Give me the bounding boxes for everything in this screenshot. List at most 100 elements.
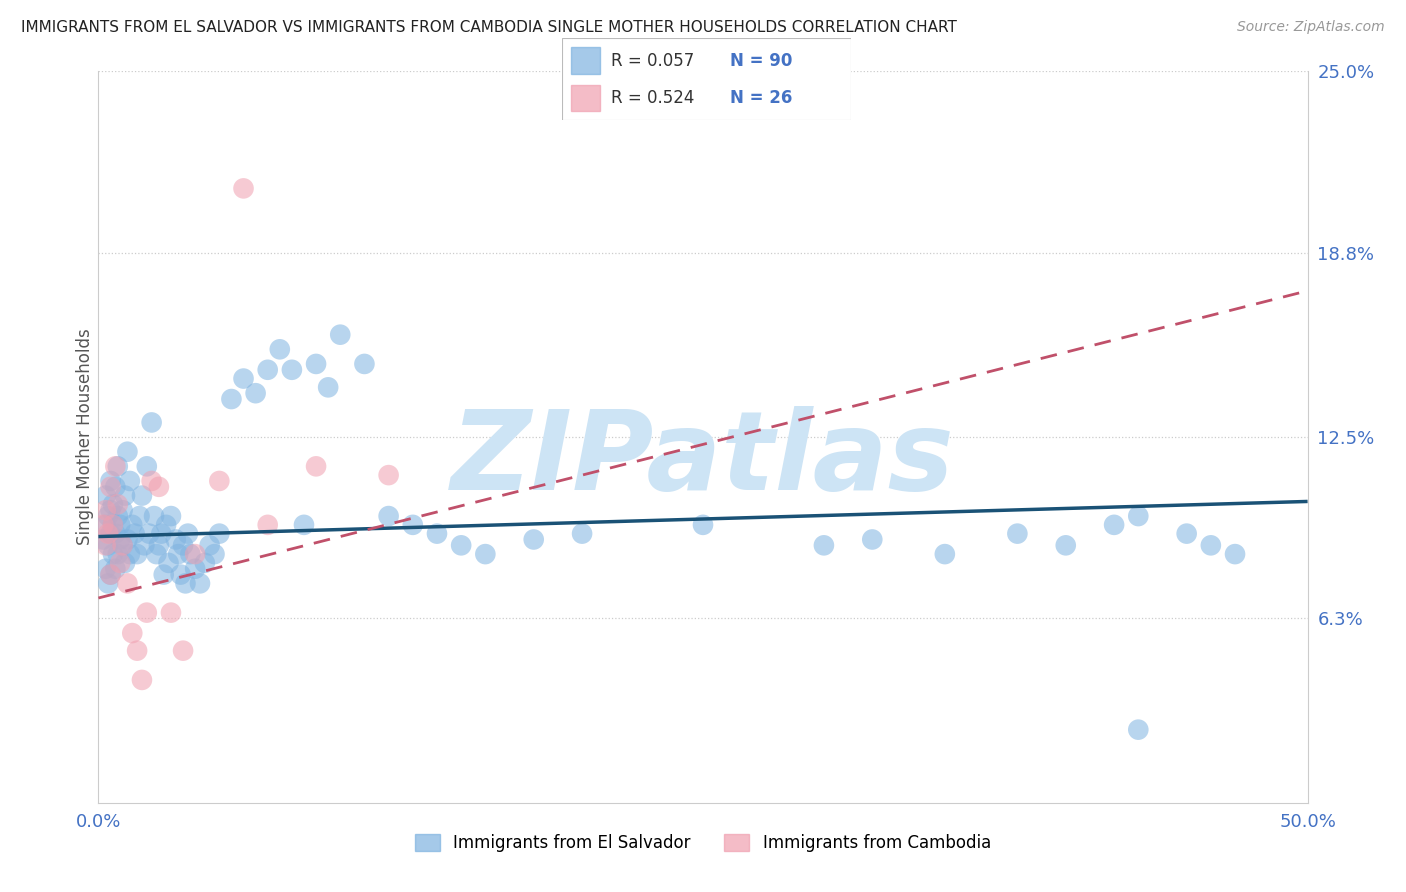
Point [571,526,593,541]
Point [94,503,117,517]
Point [157,556,180,570]
Point [91,533,114,547]
Point [143,509,166,524]
Point [450,538,472,552]
Bar [571,85,600,112]
Point [114,556,136,570]
Point [104,480,127,494]
Point [131,673,153,687]
Point [107,509,129,524]
Point [100,567,122,582]
Point [107,497,129,511]
Point [194,556,217,570]
Point [108,533,131,547]
Point [245,386,267,401]
Point [100,567,122,582]
Point [94,538,117,552]
Point [934,547,956,561]
Point [167,547,190,561]
Point [232,371,254,385]
Point [160,509,183,524]
Point [188,576,211,591]
Point [152,567,174,582]
Point [155,517,177,532]
Point [169,567,191,582]
FancyBboxPatch shape [562,38,851,120]
Point [474,547,496,561]
Point [426,526,449,541]
Point [145,547,167,561]
Point [208,474,231,488]
Point [118,474,141,488]
Point [221,392,243,406]
Point [108,517,131,532]
Point [204,547,226,561]
Point [111,503,134,517]
Point [860,533,883,547]
Point [135,459,157,474]
Point [184,562,207,576]
Point [377,468,399,483]
Point [1007,526,1029,541]
Point [184,547,207,561]
Point [179,547,201,561]
Point [118,547,141,561]
Point [292,517,315,532]
Point [141,474,163,488]
Point [127,643,149,657]
Point [94,489,117,503]
Point [107,459,129,474]
Point [117,533,139,547]
Point [104,526,127,541]
Point [97,509,120,524]
Point [1054,538,1077,552]
Point [402,517,425,532]
Point [1223,547,1246,561]
Point [174,576,197,591]
Point [97,576,120,591]
Bar [571,47,600,74]
Point [117,576,139,591]
Point [281,363,304,377]
Point [117,444,139,458]
Point [104,459,127,474]
Point [94,517,117,532]
Point [1128,723,1150,737]
Point [353,357,375,371]
Point [377,509,399,524]
Point [269,343,291,357]
Point [1175,526,1198,541]
Point [101,547,124,561]
Point [165,533,187,547]
Text: N = 90: N = 90 [730,52,792,70]
Point [177,526,200,541]
Point [135,606,157,620]
Point [121,626,143,640]
Point [141,416,163,430]
Point [101,517,124,532]
Point [101,517,124,532]
Point [97,526,120,541]
Point [305,459,328,474]
Point [256,363,278,377]
Point [127,547,149,561]
Point [124,526,146,541]
Point [100,474,122,488]
Point [1102,517,1125,532]
Point [114,489,136,503]
Point [131,489,153,503]
Point [160,606,183,620]
Point [107,547,129,561]
Point [111,538,134,552]
Point [148,538,170,552]
Point [208,526,231,541]
Legend: Immigrants from El Salvador, Immigrants from Cambodia: Immigrants from El Salvador, Immigrants … [406,825,1000,860]
Point [305,357,328,371]
Point [172,643,194,657]
Point [91,517,114,532]
Point [104,562,127,576]
Point [121,517,143,532]
Point [232,181,254,195]
Text: R = 0.524: R = 0.524 [612,89,695,107]
Point [523,533,546,547]
